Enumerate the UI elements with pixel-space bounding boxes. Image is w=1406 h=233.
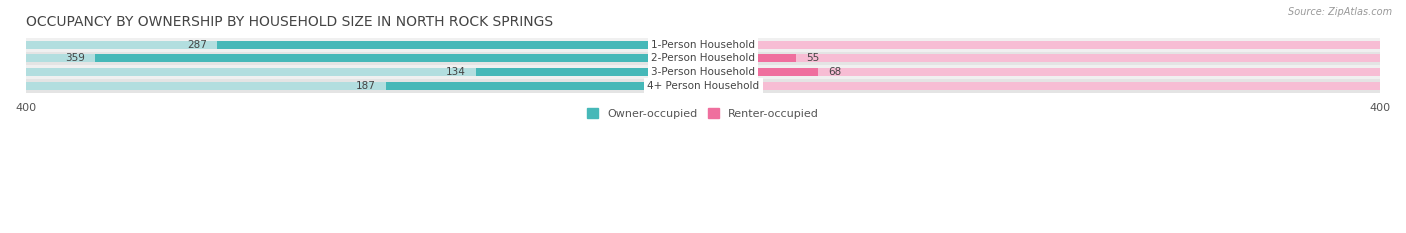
Bar [25, 55, 703, 62]
Text: 287: 287 [187, 40, 207, 50]
Bar [25, 82, 703, 90]
Bar [703, 82, 1381, 90]
Text: Source: ZipAtlas.com: Source: ZipAtlas.com [1288, 7, 1392, 17]
Bar [703, 55, 1381, 62]
Legend: Owner-occupied, Renter-occupied: Owner-occupied, Renter-occupied [582, 104, 824, 123]
Bar [703, 55, 796, 62]
Bar [703, 41, 1381, 49]
Bar [25, 38, 1381, 51]
Text: 55: 55 [806, 54, 820, 64]
Bar [703, 68, 1381, 76]
Text: 359: 359 [65, 54, 84, 64]
Bar [387, 82, 703, 90]
Bar [217, 41, 703, 49]
Bar [25, 41, 703, 49]
Bar [25, 68, 703, 76]
Text: 0: 0 [713, 81, 720, 91]
Bar [477, 68, 703, 76]
Bar [25, 65, 1381, 79]
Bar [25, 79, 1381, 93]
Text: 0: 0 [713, 40, 720, 50]
Bar [25, 51, 1381, 65]
Text: 187: 187 [356, 81, 377, 91]
Bar [96, 55, 703, 62]
Text: 3-Person Household: 3-Person Household [651, 67, 755, 77]
Bar [703, 68, 818, 76]
Text: 134: 134 [446, 67, 465, 77]
Text: 2-Person Household: 2-Person Household [651, 54, 755, 64]
Text: 1-Person Household: 1-Person Household [651, 40, 755, 50]
Text: 68: 68 [828, 67, 842, 77]
Text: 4+ Person Household: 4+ Person Household [647, 81, 759, 91]
Text: OCCUPANCY BY OWNERSHIP BY HOUSEHOLD SIZE IN NORTH ROCK SPRINGS: OCCUPANCY BY OWNERSHIP BY HOUSEHOLD SIZE… [25, 15, 553, 29]
